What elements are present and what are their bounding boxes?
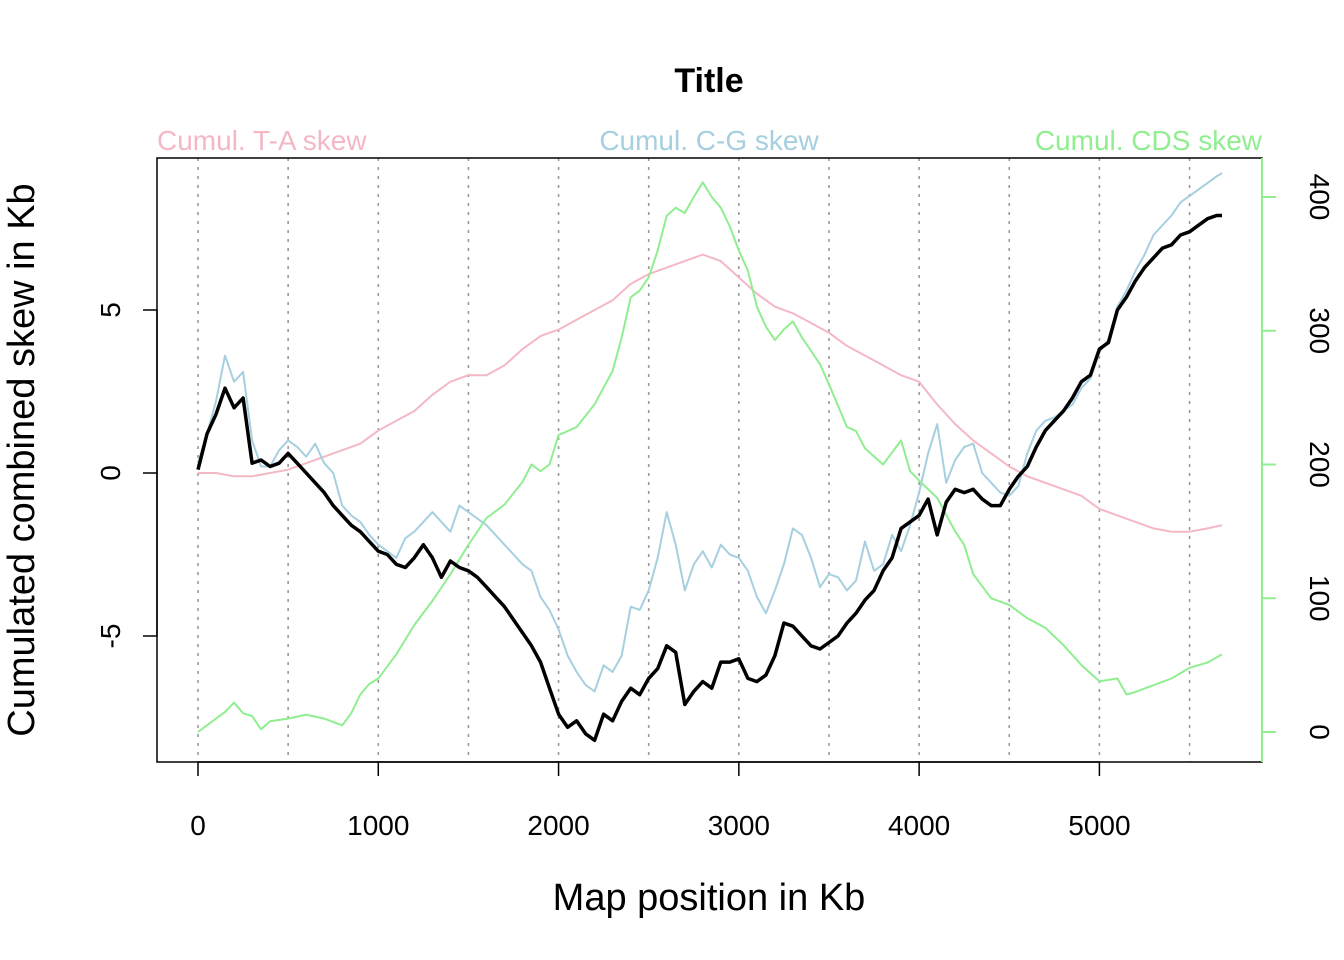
legend-cds-skew: Cumul. CDS skew bbox=[1035, 125, 1263, 156]
x-tick-label: 1000 bbox=[347, 810, 409, 841]
y2-tick-label: 300 bbox=[1304, 307, 1335, 354]
y2-tick-label: 100 bbox=[1304, 575, 1335, 622]
y-axis-right: 0 100 200 300 400 bbox=[1261, 158, 1335, 762]
series-layer bbox=[196, 172, 1223, 743]
series-line-cumul-cds-skew bbox=[197, 181, 1223, 733]
series-line-combined-skew bbox=[196, 213, 1222, 743]
y2-tick-label: 400 bbox=[1304, 174, 1335, 221]
legend-cg-skew: Cumul. C-G skew bbox=[599, 125, 819, 156]
x-axis-label: Map position in Kb bbox=[553, 877, 866, 919]
x-tick-label: 5000 bbox=[1068, 810, 1130, 841]
y-axis-label: Cumulated combined skew in Kb bbox=[1, 183, 43, 736]
y-tick-label: -5 bbox=[95, 624, 126, 649]
chart-title: Title bbox=[674, 62, 743, 100]
x-axis: 0 1000 2000 3000 4000 5000 bbox=[190, 761, 1131, 841]
x-tick-label: 3000 bbox=[708, 810, 770, 841]
y-axis-left: -5 0 5 bbox=[95, 302, 158, 649]
y2-tick-label: 0 bbox=[1304, 724, 1335, 740]
y2-tick-label: 200 bbox=[1304, 441, 1335, 488]
y-tick-label: 5 bbox=[95, 302, 126, 318]
grid-layer bbox=[197, 158, 1191, 762]
series-line-cumul-c-g-skew bbox=[197, 172, 1223, 693]
x-tick-label: 4000 bbox=[888, 810, 950, 841]
x-tick-label: 0 bbox=[190, 810, 206, 841]
x-tick-label: 2000 bbox=[527, 810, 589, 841]
y-tick-label: 0 bbox=[95, 465, 126, 481]
legend-ta-skew: Cumul. T-A skew bbox=[157, 125, 367, 156]
series-line-cumul-t-a-skew bbox=[198, 253, 1223, 533]
